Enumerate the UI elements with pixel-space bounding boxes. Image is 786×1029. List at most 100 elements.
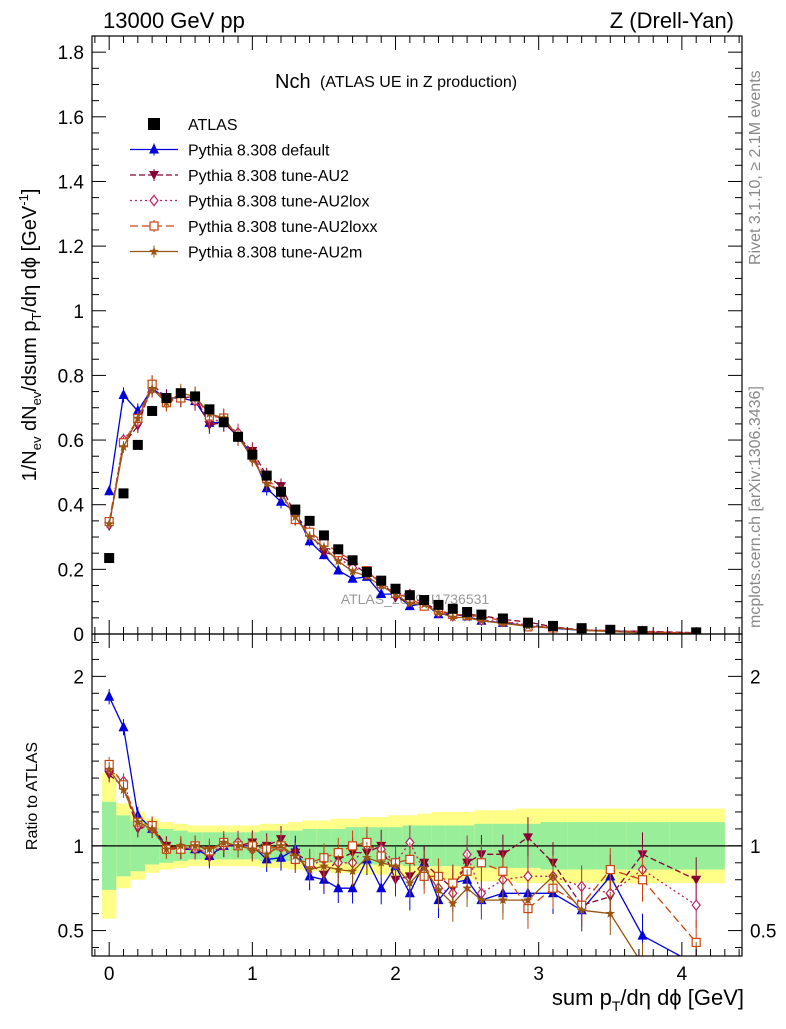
series-ratio-point — [498, 895, 508, 905]
series-ratio-point — [319, 861, 329, 871]
series-line — [108, 383, 697, 634]
legend-label: Pythia 8.308 tune-AU2loxx — [188, 219, 377, 236]
y-tick-label: 1.8 — [58, 43, 84, 64]
legend-marker — [148, 118, 160, 130]
data-point — [175, 388, 186, 399]
series-ratio-point — [476, 858, 487, 868]
ratio-tick-label-right: 1 — [750, 837, 761, 858]
data-point — [390, 583, 401, 594]
ratio-tick-label-left: 0.5 — [58, 922, 84, 943]
data-point — [433, 599, 444, 610]
data-point — [190, 391, 201, 402]
legend-marker — [149, 194, 159, 207]
legend-label: Pythia 8.308 tune-AU2m — [188, 245, 362, 262]
series-ratio-point — [376, 857, 386, 867]
series-ratio-point — [376, 882, 387, 893]
series-point — [347, 572, 358, 583]
data-point — [419, 595, 430, 606]
legend-marker — [149, 171, 159, 180]
x-tick-label: 3 — [533, 964, 544, 985]
data-point — [404, 590, 415, 601]
series-point — [133, 413, 143, 423]
header-right: Z (Drell-Yan) — [610, 8, 734, 33]
series-ratio-point — [548, 871, 558, 881]
data-point — [376, 575, 387, 586]
series-ratio-point — [691, 958, 701, 968]
series-point — [104, 518, 114, 528]
data-point — [218, 417, 229, 428]
data-point — [347, 555, 358, 566]
y-tick-label: 0.8 — [58, 366, 84, 387]
legend-marker — [149, 221, 159, 231]
series-ratio-point — [462, 883, 472, 893]
ratio-tick-label-right: 0.5 — [750, 922, 776, 943]
series-point — [347, 566, 358, 576]
y-tick-label: 1.6 — [58, 108, 84, 129]
data-point — [318, 530, 329, 541]
chart-title: Nch — [275, 71, 311, 93]
data-point — [304, 515, 315, 526]
rivet-version-text: Rivet 3.1.10, ≥ 2.1M events — [747, 70, 764, 265]
series-ratio-point — [233, 840, 243, 850]
series-point — [333, 564, 344, 575]
series-ratio-line — [108, 774, 697, 906]
data-point — [204, 404, 215, 415]
data-points — [104, 388, 702, 634]
series-point — [376, 587, 387, 598]
series-ratio-point — [247, 844, 258, 854]
data-point — [161, 393, 172, 404]
x-tick-label: 2 — [390, 964, 401, 985]
series-5-ratio — [104, 761, 701, 969]
series-ratio-point — [691, 960, 701, 969]
series-ratio-point — [433, 884, 444, 894]
mcplots-text: mcplots.cern.ch [arXiv:1306.3436] — [747, 386, 764, 628]
ratio-panel — [92, 689, 742, 969]
series-ratio-point — [161, 844, 172, 854]
legend-marker — [149, 143, 159, 154]
data-point — [447, 603, 458, 614]
series-5-main — [104, 379, 701, 634]
legend-label: Pythia 8.308 tune-AU2 — [188, 168, 349, 185]
data-point — [361, 566, 372, 577]
y-tick-label: 1.2 — [58, 237, 84, 258]
series-point — [261, 478, 272, 488]
series-ratio-point — [405, 878, 415, 888]
series-ratio-line — [108, 769, 697, 906]
data-point — [637, 626, 648, 634]
series-ratio-point — [104, 690, 115, 701]
series-ratio-point — [347, 866, 358, 876]
series-ratio-point — [637, 875, 648, 885]
legend-marker — [149, 246, 159, 256]
series-ratio-point — [118, 784, 129, 794]
axes-frames: 0 1 2 3 4 0 0.2 0.4 0.6 0.8 1 1.2 1.4 1.6 1.8 0.5 0.5 1 1 2… — [58, 35, 776, 985]
x-tick-label: 4 — [677, 964, 688, 985]
series-ratio-line — [108, 696, 682, 956]
series-ratio-line — [108, 769, 638, 956]
series-ratio-point — [219, 837, 229, 847]
ratio-axis-label: Ratio to ATLAS — [24, 742, 41, 850]
series-ratio-point — [290, 851, 301, 861]
legend-label: Pythia 8.308 tune-AU2lox — [188, 194, 369, 211]
series-ratio-point — [419, 862, 429, 872]
y-tick-label: 1 — [73, 302, 84, 323]
main-panel — [104, 375, 702, 634]
data-point — [290, 504, 301, 515]
data-point — [522, 617, 533, 628]
data-point — [476, 609, 487, 620]
series-ratio-point — [390, 861, 401, 871]
series-line — [108, 382, 697, 634]
series-ratio-point — [691, 875, 702, 885]
series-ratio-point — [190, 840, 200, 850]
series-point — [104, 485, 115, 496]
legend: ATLAS Pythia 8.308 default Pythia 8.308 tu… — [130, 117, 377, 262]
series-point — [147, 383, 157, 393]
series-ratio-point — [605, 908, 615, 918]
series-ratio-point — [448, 898, 458, 908]
y-tick-label: 1.4 — [58, 172, 85, 193]
series-ratio-point — [637, 929, 648, 940]
series-ratio-point — [523, 895, 533, 905]
series-ratio-point — [276, 840, 286, 850]
series-ratio-point — [476, 895, 487, 905]
data-point — [261, 470, 272, 481]
series-point — [290, 512, 301, 522]
